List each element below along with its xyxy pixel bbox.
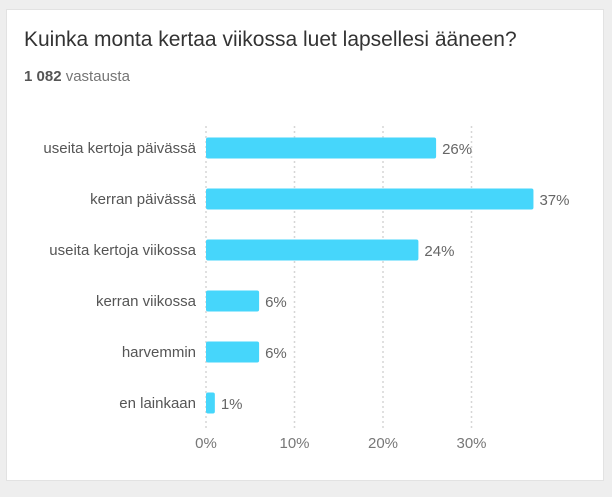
value-label: 6% <box>265 294 287 311</box>
value-label: 1% <box>221 396 243 413</box>
bar <box>206 137 437 159</box>
bar <box>206 188 534 210</box>
bar <box>206 290 260 312</box>
x-tick-label: 0% <box>195 435 217 452</box>
x-axis-ticks: 0% 10% 20% 30% <box>195 435 486 452</box>
category-label: en lainkaan <box>119 395 196 412</box>
bar <box>206 239 419 261</box>
value-labels: 26% 37% 24% 6% 6% 1% <box>221 141 570 413</box>
value-label: 6% <box>265 345 287 362</box>
category-label: kerran päivässä <box>90 191 197 208</box>
category-labels: useita kertoja päivässä kerran päivässä us… <box>43 140 196 412</box>
x-tick-label: 30% <box>456 435 486 452</box>
value-label: 26% <box>442 141 472 158</box>
bar <box>206 341 260 363</box>
category-label: useita kertoja päivässä <box>43 140 196 157</box>
category-label: kerran viikossa <box>96 293 197 310</box>
x-tick-label: 10% <box>279 435 309 452</box>
category-label: harvemmin <box>122 344 196 361</box>
response-count-number: 1 082 <box>24 68 62 85</box>
value-label: 37% <box>539 192 569 209</box>
category-label: useita kertoja viikossa <box>49 242 196 259</box>
bars <box>206 137 534 414</box>
bar <box>206 392 215 414</box>
response-count: 1 082 vastausta <box>24 68 130 85</box>
value-label: 24% <box>424 243 454 260</box>
x-tick-label: 20% <box>368 435 398 452</box>
question-title: Kuinka monta kertaa viikossa luet lapsel… <box>24 28 517 51</box>
response-count-label: vastausta <box>65 68 130 85</box>
gridlines <box>205 126 473 428</box>
